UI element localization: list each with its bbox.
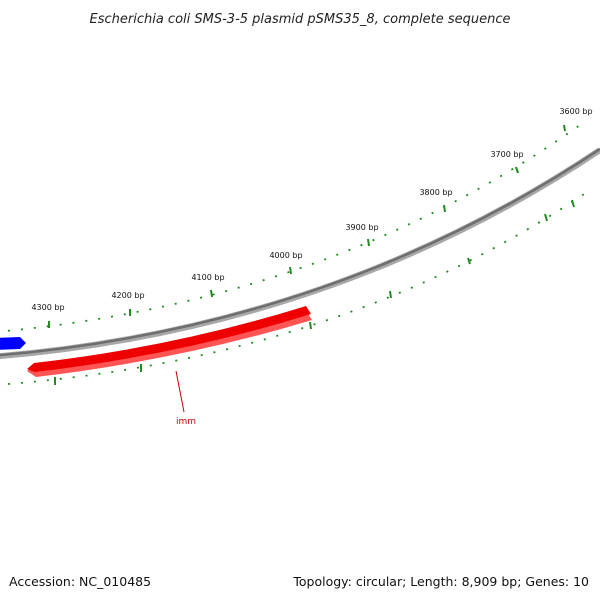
tick-mark [289,266,292,275]
tick-label: 4000 bp [269,251,302,260]
tick-label: 4300 bp [31,303,64,312]
tick-mark [367,238,370,247]
plasmid-backbone [0,147,600,360]
tick-mark [515,166,519,174]
tick-mark [571,199,575,208]
tick-label: 3900 bp [345,223,378,232]
tick-label: 3700 bp [490,150,523,159]
gene-label-imm: imm [176,417,196,427]
accession-text: Accession: NC_010485 [9,574,151,589]
tick-mark [309,321,312,330]
tick-mark [210,289,213,298]
summary-text: Topology: circular; Length: 8,909 bp; Ge… [292,574,589,589]
gene-label-leader [175,370,185,413]
gene-arrow-imm[interactable] [27,306,312,377]
tick-label: 4200 bp [111,291,144,300]
inner-tick-ring [0,189,591,386]
tick-mark [443,204,446,213]
tick-label: 3600 bp [559,107,592,116]
tick-mark [544,213,548,222]
tick-mark [389,290,392,299]
tick-label: 3800 bp [419,188,452,197]
tick-mark [563,124,566,132]
map-title: Escherichia coli SMS-3-5 plasmid pSMS35_… [90,12,511,27]
tick-marks [48,124,575,385]
gene-arrow-reverse[interactable] [0,337,26,350]
tick-label: 4100 bp [191,273,224,282]
tick-mark [467,257,471,265]
tick-labels: 3600 bp 3700 bp 3800 bp 3900 bp 4000 bp … [31,107,592,312]
